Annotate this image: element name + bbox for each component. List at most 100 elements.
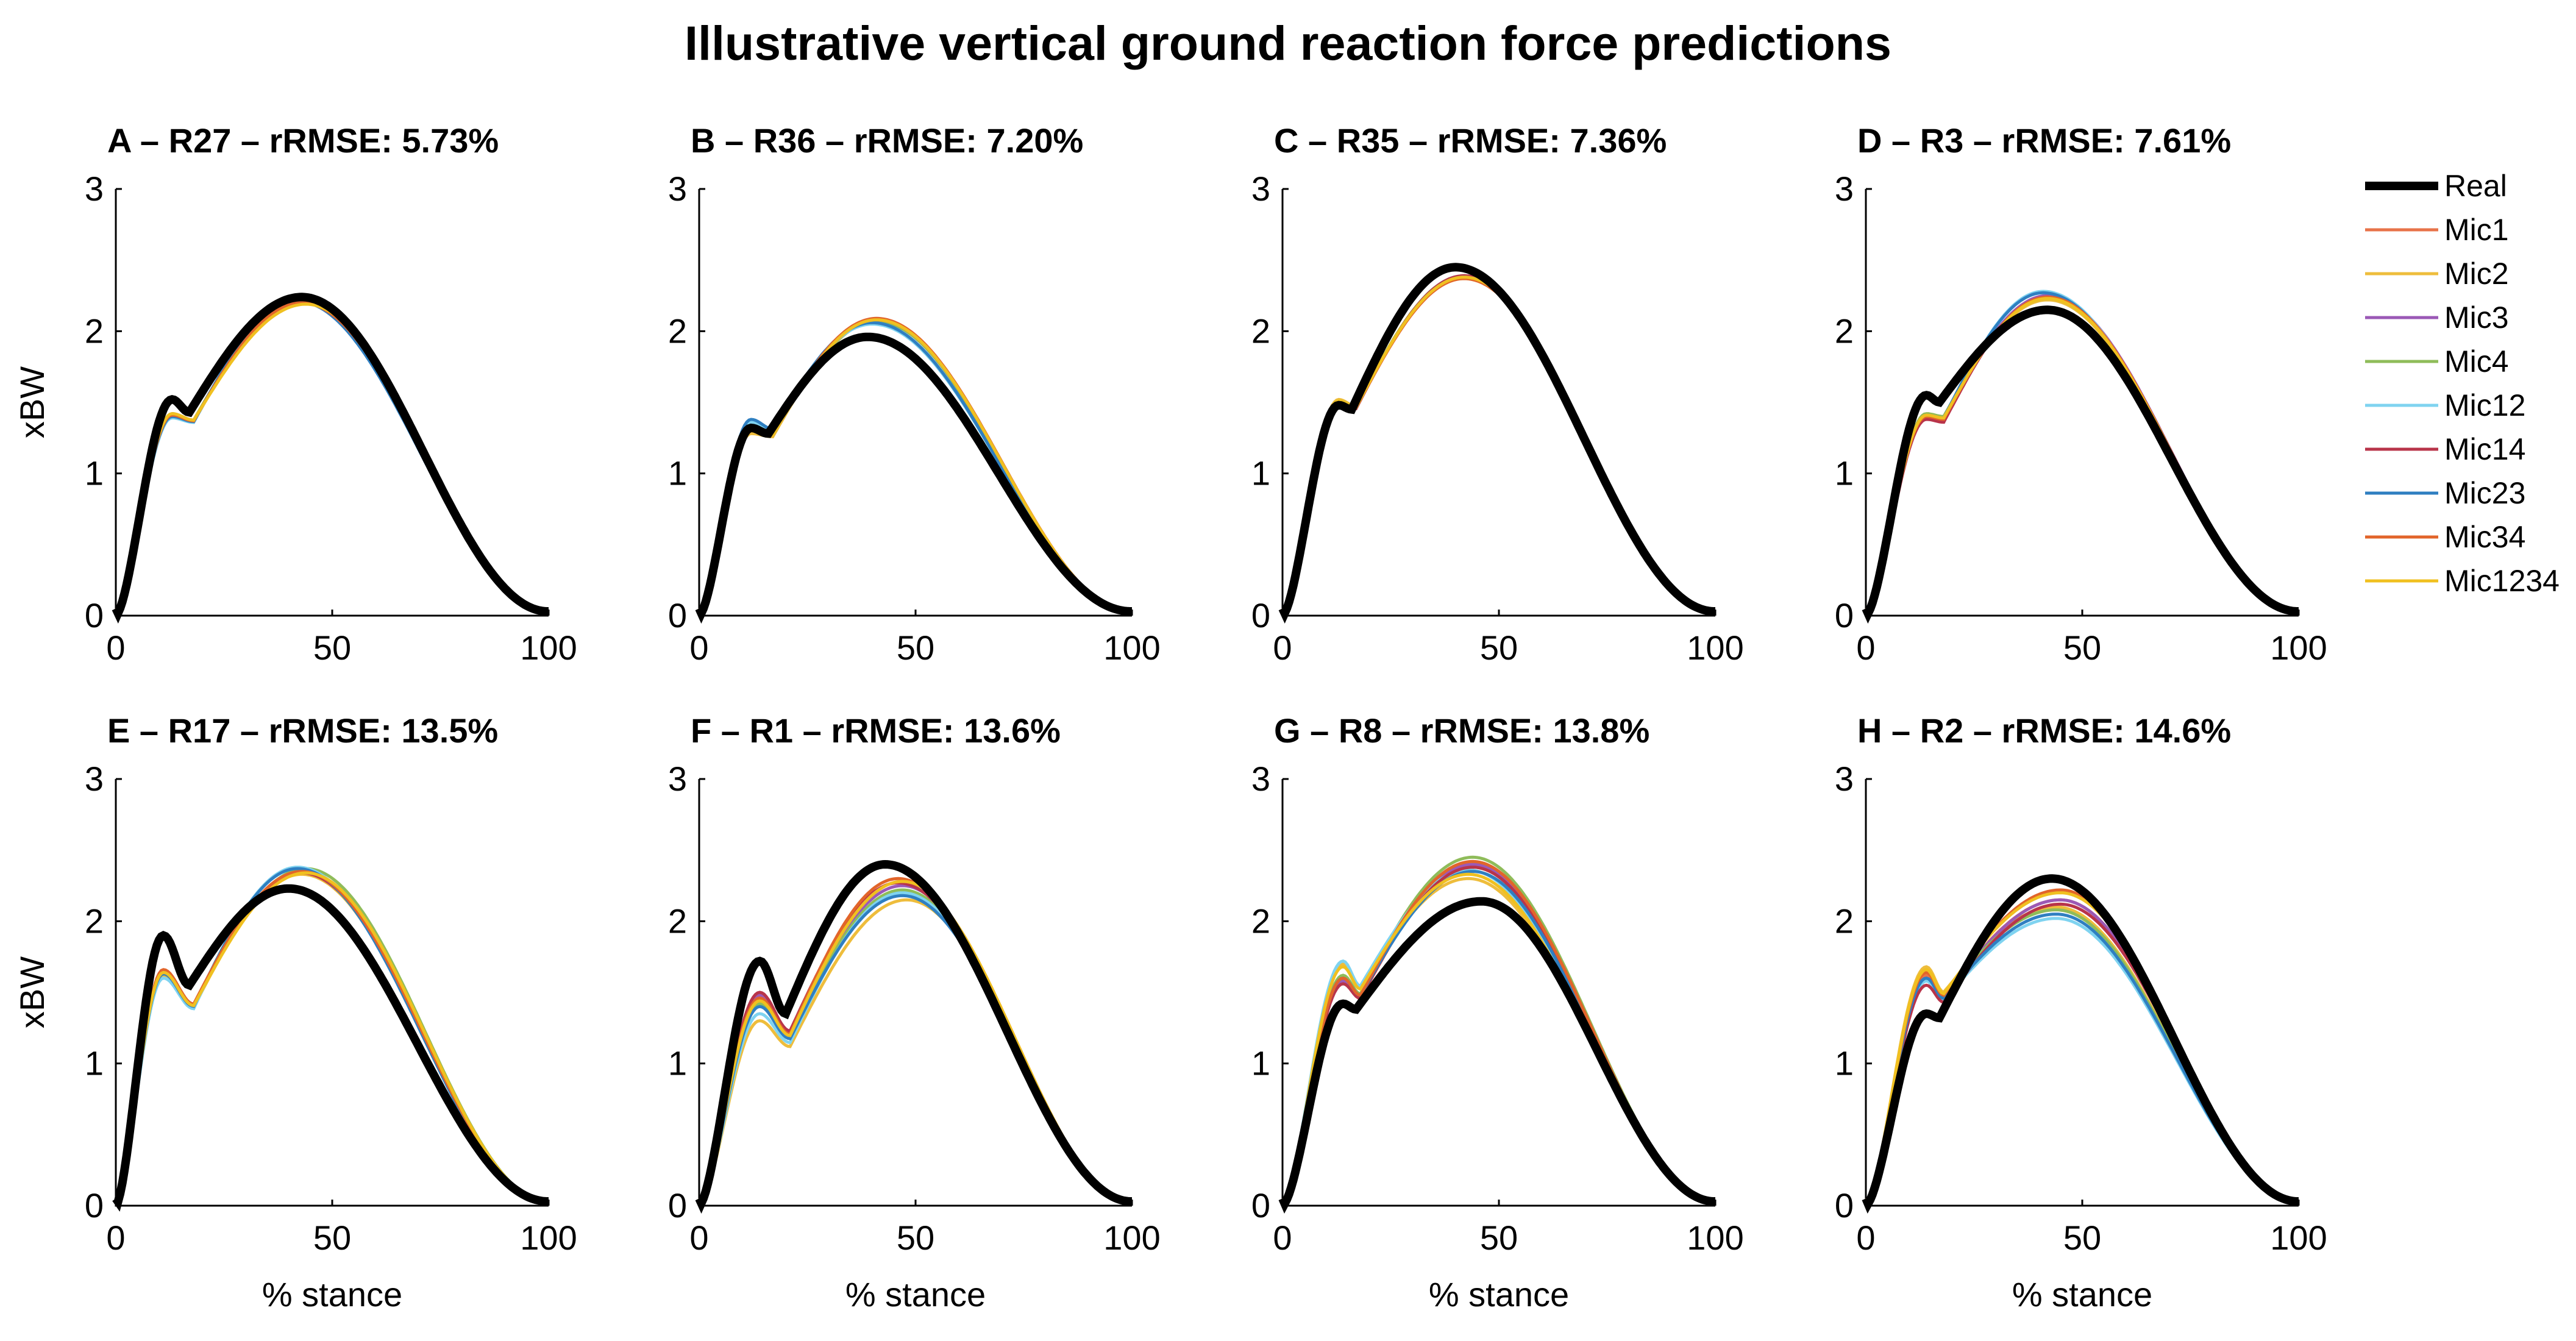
panel-b: B – R36 – rRMSE: 7.20% 0 1 2 3 0 50 100 <box>668 121 1161 667</box>
y-tick-label: 2 <box>85 902 104 940</box>
panel-d: D – R3 – rRMSE: 7.61% 0 1 2 3 0 50 100 <box>1835 121 2327 667</box>
series-line-mic2 <box>1864 905 2299 1208</box>
series-line-real <box>112 884 549 1212</box>
y-tick-label: 1 <box>668 1044 687 1083</box>
series-line-mic1234 <box>114 871 549 1206</box>
x-axis-label: % stance <box>845 1275 986 1314</box>
axes <box>698 189 1132 617</box>
panel-g: G – R8 – rRMSE: 13.8% 0 1 2 3 0 50 100 % stance <box>1251 711 1744 1314</box>
x-tick-label: 100 <box>520 628 577 667</box>
x-tick-label: 0 <box>106 628 125 667</box>
series-line-real <box>1278 897 1715 1214</box>
y-tick-label: 0 <box>85 596 104 635</box>
x-axis-label: % stance <box>1429 1275 1569 1314</box>
x-tick-label: 50 <box>313 628 351 667</box>
y-tick-label: 2 <box>668 902 687 940</box>
x-tick-label: 100 <box>1103 628 1160 667</box>
series-line-real <box>1278 263 1715 624</box>
y-tick-label: 3 <box>1251 169 1270 208</box>
y-tick-label: 0 <box>668 1186 687 1225</box>
y-tick-label: 1 <box>668 454 687 493</box>
x-tick-label: 0 <box>1856 1218 1875 1257</box>
legend-label: Mic1234 <box>2444 564 2560 598</box>
series-line-mic4 <box>697 888 1132 1208</box>
y-tick-label: 1 <box>1835 454 1854 493</box>
axes <box>1865 779 2299 1207</box>
legend-label: Mic23 <box>2444 476 2525 510</box>
x-tick-label: 100 <box>520 1218 577 1257</box>
x-tick-label: 100 <box>2270 628 2327 667</box>
panel-title: B – R36 – rRMSE: 7.20% <box>691 121 1083 160</box>
panel-title: E – R17 – rRMSE: 13.5% <box>107 711 498 750</box>
y-tick-label: 2 <box>668 311 687 350</box>
series-line-real <box>112 293 549 624</box>
x-tick-label: 50 <box>2063 628 2101 667</box>
series-line-real <box>1862 874 2299 1214</box>
panel-title: A – R27 – rRMSE: 5.73% <box>107 121 499 160</box>
y-tick-label: 2 <box>1835 311 1854 350</box>
y-tick-label: 1 <box>85 454 104 493</box>
y-tick-label: 1 <box>1835 1044 1854 1083</box>
y-tick-label: 3 <box>668 759 687 798</box>
y-tick-label: 3 <box>1835 759 1854 798</box>
x-tick-label: 50 <box>1480 628 1518 667</box>
legend-label: Mic3 <box>2444 301 2509 335</box>
y-tick-label: 1 <box>1251 454 1270 493</box>
y-tick-label: 2 <box>1251 902 1270 940</box>
y-tick-label: 2 <box>1251 311 1270 350</box>
figure-title: Illustrative vertical ground reaction fo… <box>685 16 1891 70</box>
panel-title: H – R2 – rRMSE: 14.6% <box>1857 711 2231 750</box>
y-tick-label: 0 <box>1251 596 1270 635</box>
panel-title: G – R8 – rRMSE: 13.8% <box>1274 711 1649 750</box>
x-tick-label: 50 <box>897 628 934 667</box>
series-line-mic4 <box>1864 908 2299 1208</box>
x-tick-label: 50 <box>897 1218 934 1257</box>
panel-e: E – R17 – rRMSE: 13.5% 0 1 2 3 0 50 100 xBW % sta… <box>13 711 577 1314</box>
legend-label: Mic4 <box>2444 344 2509 379</box>
y-tick-label: 3 <box>668 169 687 208</box>
y-tick-label: 0 <box>85 1186 104 1225</box>
panel-title: F – R1 – rRMSE: 13.6% <box>691 711 1061 750</box>
x-tick-label: 0 <box>689 628 708 667</box>
x-tick-label: 0 <box>689 1218 708 1257</box>
x-tick-label: 100 <box>1687 1218 1743 1257</box>
y-axis-label: xBW <box>13 956 51 1028</box>
legend-label: Mic12 <box>2444 388 2525 422</box>
x-tick-label: 100 <box>2270 1218 2327 1257</box>
series-line-mic12 <box>697 891 1132 1208</box>
panel-h: H – R2 – rRMSE: 14.6% 0 1 2 3 0 50 100 % stance <box>1835 711 2327 1314</box>
series-line-mic14 <box>1864 902 2299 1208</box>
panel-title: C – R35 – rRMSE: 7.36% <box>1274 121 1667 160</box>
panel-a: A – R27 – rRMSE: 5.73% 0 1 2 3 0 50 100 xBW <box>13 121 577 667</box>
legend-label: Mic34 <box>2444 520 2525 554</box>
y-tick-label: 2 <box>85 311 104 350</box>
panel-f: F – R1 – rRMSE: 13.6% 0 1 2 3 0 50 100 % stance <box>668 711 1161 1314</box>
x-axis-label: % stance <box>262 1275 402 1314</box>
legend-label: Mic2 <box>2444 257 2509 291</box>
legend-label: Real <box>2444 169 2507 203</box>
y-tick-label: 0 <box>1835 596 1854 635</box>
x-tick-label: 50 <box>1480 1218 1518 1257</box>
series-line-real <box>695 332 1132 624</box>
legend: Real Mic1 Mic2 Mic3 Mic4 Mic12 Mic14 Mic23 Mic34… <box>2365 169 2560 598</box>
y-tick-label: 0 <box>1251 1186 1270 1225</box>
x-axis-label: % stance <box>2012 1275 2152 1314</box>
y-tick-label: 0 <box>668 596 687 635</box>
y-tick-label: 1 <box>85 1044 104 1083</box>
series-line-mic23 <box>1864 912 2299 1208</box>
x-tick-label: 50 <box>313 1218 351 1257</box>
panel-title: D – R3 – rRMSE: 7.61% <box>1857 121 2231 160</box>
y-axis-label: xBW <box>13 366 51 438</box>
y-tick-label: 1 <box>1251 1044 1270 1083</box>
x-tick-label: 100 <box>1687 628 1743 667</box>
x-tick-label: 50 <box>2063 1218 2101 1257</box>
legend-label: Mic1 <box>2444 213 2509 247</box>
series-line-real <box>695 859 1132 1214</box>
legend-label: Mic14 <box>2444 432 2525 466</box>
series-line-mic23 <box>697 894 1132 1208</box>
y-tick-label: 0 <box>1835 1186 1854 1225</box>
x-tick-label: 0 <box>1273 1218 1292 1257</box>
x-tick-label: 0 <box>1856 628 1875 667</box>
